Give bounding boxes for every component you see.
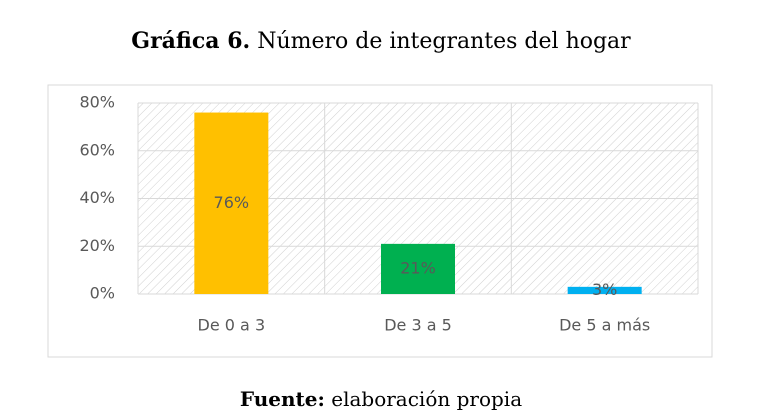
title-label: Gráfica 6.: [131, 28, 250, 54]
source-label: Fuente:: [240, 387, 325, 411]
y-tick-label: 80%: [79, 93, 115, 112]
bar: [381, 243, 455, 294]
y-tick-label: 40%: [79, 188, 115, 207]
x-tick-label: De 5 a más: [559, 316, 650, 335]
y-tick-label: 60%: [79, 140, 115, 159]
x-tick-label: De 0 a 3: [198, 316, 266, 335]
bar: [194, 112, 269, 294]
y-tick-label: 20%: [79, 236, 115, 255]
source-text: elaboración propia: [331, 387, 522, 411]
y-tick-label: 0%: [90, 284, 115, 303]
x-tick-label: De 3 a 5: [384, 316, 452, 335]
bar: [567, 286, 642, 294]
chart-title: Gráfica 6. Número de integrantes del hog…: [131, 28, 631, 54]
value-label: 21%: [400, 258, 436, 277]
value-label: 76%: [214, 193, 250, 212]
value-label: 3%: [592, 280, 617, 299]
title-text: Número de integrantes del hogar: [257, 29, 631, 54]
source: Fuente: elaboración propia: [240, 387, 522, 411]
